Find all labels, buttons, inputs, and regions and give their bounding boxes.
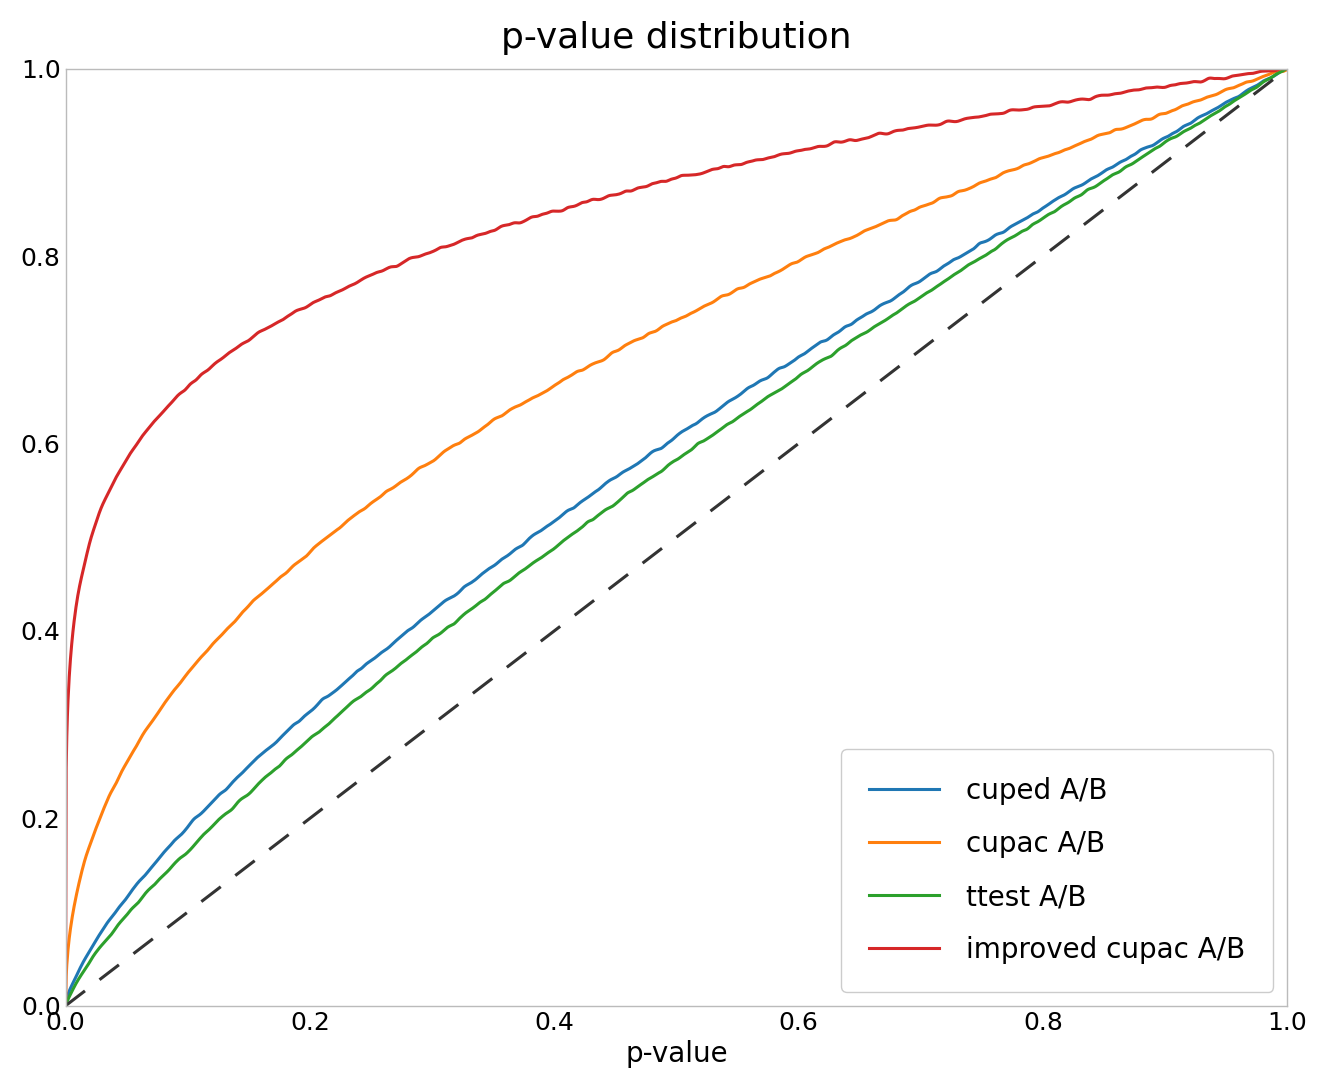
cupac A/B bbox=[1243, 75, 1259, 88]
improved cupac A/B bbox=[1020, 102, 1036, 115]
ttest A/B bbox=[1279, 62, 1295, 75]
cuped A/B bbox=[1279, 62, 1295, 75]
ttest A/B bbox=[1279, 62, 1295, 75]
Line: cuped A/B: cuped A/B bbox=[65, 69, 1287, 1006]
cuped A/B bbox=[619, 463, 635, 476]
improved cupac A/B bbox=[1279, 62, 1295, 75]
cupac A/B bbox=[57, 1000, 73, 1013]
improved cupac A/B bbox=[1274, 62, 1289, 75]
ttest A/B bbox=[120, 907, 135, 920]
cuped A/B bbox=[1020, 211, 1036, 224]
X-axis label: p-value: p-value bbox=[625, 1040, 728, 1068]
improved cupac A/B bbox=[57, 1000, 73, 1013]
ttest A/B bbox=[619, 487, 635, 500]
ttest A/B bbox=[1244, 83, 1260, 96]
ttest A/B bbox=[1020, 222, 1036, 235]
cuped A/B bbox=[1243, 82, 1259, 95]
Line: ttest A/B: ttest A/B bbox=[65, 69, 1287, 1006]
Line: improved cupac A/B: improved cupac A/B bbox=[65, 69, 1287, 1006]
cuped A/B bbox=[1244, 82, 1260, 95]
cupac A/B bbox=[120, 754, 135, 767]
ttest A/B bbox=[57, 1000, 73, 1013]
ttest A/B bbox=[1243, 84, 1259, 97]
cuped A/B bbox=[120, 890, 135, 903]
Title: p-value distribution: p-value distribution bbox=[501, 21, 851, 54]
cupac A/B bbox=[1279, 62, 1295, 75]
cupac A/B bbox=[1244, 75, 1260, 88]
Legend: cuped A/B, cupac A/B, ttest A/B, improved cupac A/B: cuped A/B, cupac A/B, ttest A/B, improve… bbox=[842, 749, 1274, 992]
cupac A/B bbox=[619, 338, 635, 351]
cuped A/B bbox=[1279, 62, 1295, 75]
improved cupac A/B bbox=[652, 175, 668, 188]
improved cupac A/B bbox=[1244, 66, 1260, 79]
improved cupac A/B bbox=[1243, 68, 1259, 81]
cuped A/B bbox=[652, 442, 668, 455]
improved cupac A/B bbox=[619, 184, 635, 197]
ttest A/B bbox=[652, 466, 668, 479]
cupac A/B bbox=[652, 322, 668, 335]
cupac A/B bbox=[1020, 158, 1036, 171]
improved cupac A/B bbox=[120, 451, 135, 464]
Line: cupac A/B: cupac A/B bbox=[65, 69, 1287, 1006]
cuped A/B bbox=[57, 1000, 73, 1013]
